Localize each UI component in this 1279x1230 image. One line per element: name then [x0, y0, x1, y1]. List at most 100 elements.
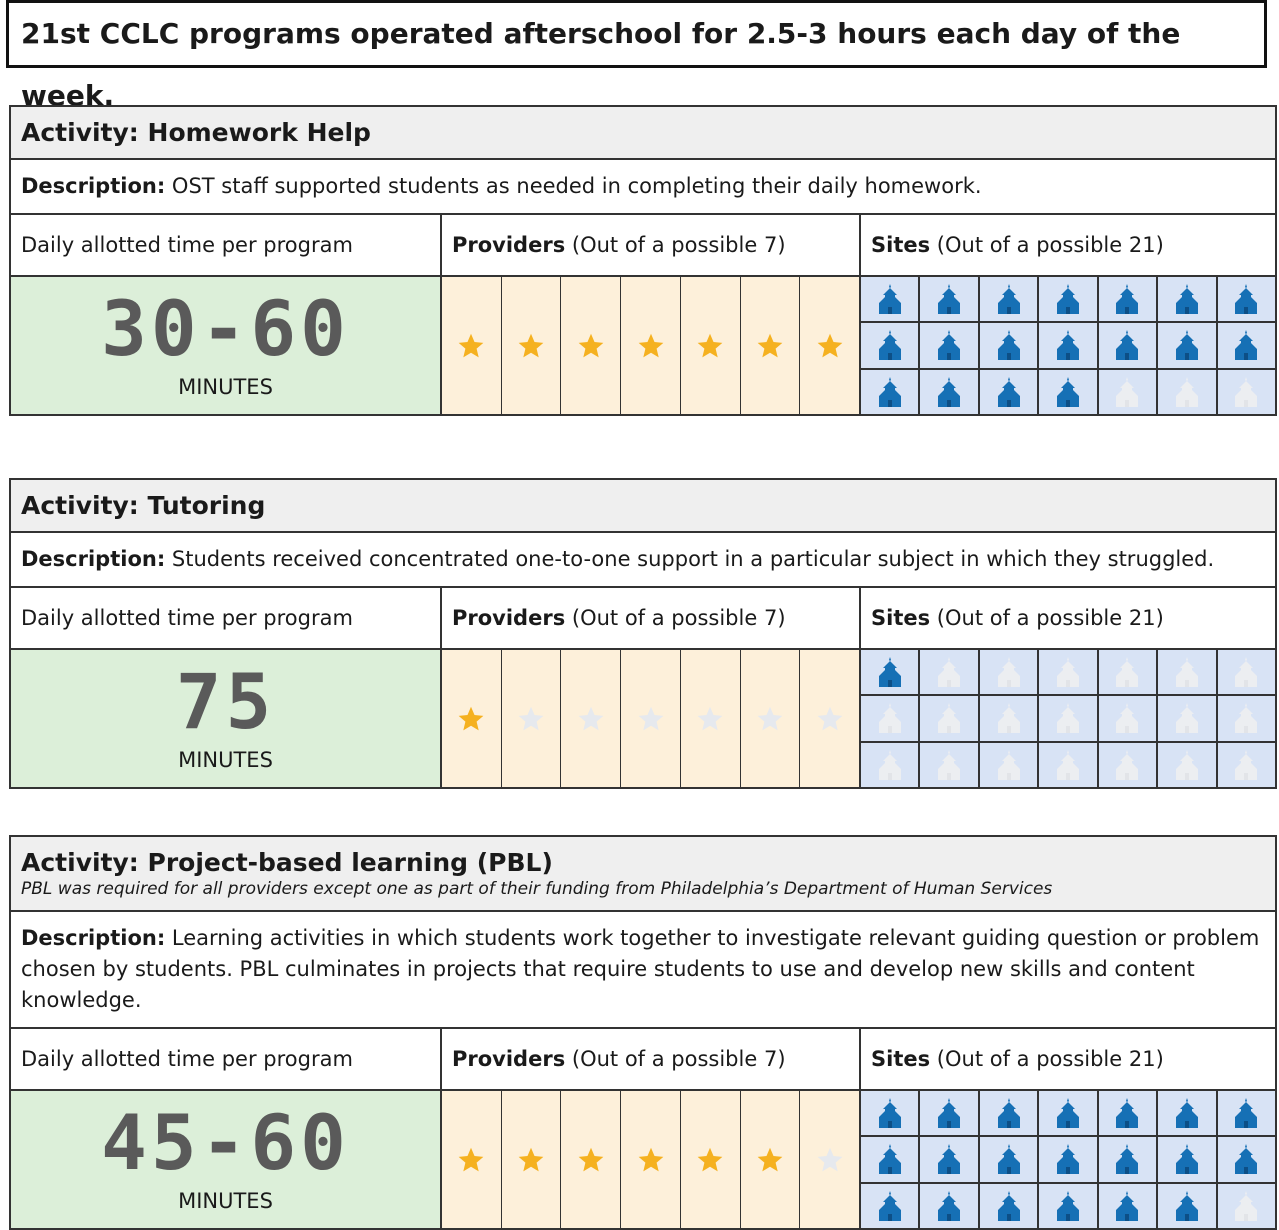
- column-note-end: ): [777, 606, 786, 630]
- column-headers: Daily allotted time per program Providers…: [11, 1029, 1275, 1091]
- column-total: 7: [763, 606, 778, 630]
- time-value: 45-60: [101, 1098, 350, 1187]
- site-icon-empty: [979, 650, 1038, 695]
- site-icon: [1039, 1137, 1097, 1182]
- provider-star-empty: [800, 650, 860, 787]
- provider-star: [740, 1091, 801, 1228]
- activity-label: Activity:: [21, 848, 139, 877]
- site-icon: [861, 1091, 919, 1136]
- site-icon-empty: [1217, 696, 1275, 741]
- site-icon: [979, 277, 1038, 322]
- site-icon-empty: [1098, 369, 1157, 414]
- column-label: Sites: [871, 1047, 931, 1071]
- site-icon: [1217, 277, 1275, 322]
- column-total: 21: [1128, 606, 1156, 630]
- description-text: OST staff supported students as needed i…: [171, 174, 982, 198]
- description-label: Description:: [21, 926, 166, 950]
- site-icon: [1158, 1091, 1216, 1136]
- column-note: (Out of a possible: [936, 233, 1123, 257]
- site-icon: [1098, 1183, 1157, 1228]
- description: Description: OST staff supported student…: [11, 160, 1275, 215]
- column-headers: Daily allotted time per program Providers…: [11, 588, 1275, 650]
- site-icon-empty: [861, 696, 919, 741]
- site-icon: [861, 323, 919, 368]
- provider-star-empty: [740, 650, 801, 787]
- providers-icons: [442, 1091, 861, 1228]
- site-icon: [1217, 323, 1275, 368]
- provider-star: [680, 277, 741, 414]
- site-icon-empty: [1039, 742, 1097, 787]
- column-label: Sites: [871, 233, 931, 257]
- time-box: 30-60 MINUTES: [11, 277, 442, 414]
- site-icon-empty: [920, 650, 978, 695]
- activity-name: Tutoring: [147, 491, 266, 520]
- time-unit: MINUTES: [178, 1189, 273, 1213]
- site-icon: [1158, 277, 1216, 322]
- column-note-end: ): [1155, 606, 1164, 630]
- column-note: (Out of a possible: [571, 1047, 758, 1071]
- site-icon: [979, 1183, 1038, 1228]
- provider-star: [561, 1091, 622, 1228]
- site-icon-empty: [979, 696, 1038, 741]
- column-label: Providers: [452, 1047, 566, 1071]
- provider-star: [501, 1091, 562, 1228]
- column-note: (Out of a possible: [571, 233, 758, 257]
- activity-section: Activity: Homework Help Description: OST …: [9, 105, 1277, 416]
- site-icon: [920, 369, 978, 414]
- provider-star: [740, 277, 801, 414]
- site-icon-empty: [1039, 650, 1097, 695]
- time-label: Daily allotted time per program: [11, 588, 442, 648]
- site-icon: [979, 1137, 1038, 1182]
- site-icon: [1158, 1137, 1216, 1182]
- activity-section: Activity: Tutoring Description: Students …: [9, 478, 1277, 789]
- site-icon: [1039, 1091, 1097, 1136]
- site-icon-empty: [1039, 696, 1097, 741]
- content-row: 30-60 MINUTES: [11, 277, 1275, 414]
- activity-note: PBL was required for all providers excep…: [21, 879, 1053, 899]
- site-icon: [1217, 1137, 1275, 1182]
- sites-icons: [861, 277, 1275, 414]
- site-icon: [920, 1091, 978, 1136]
- site-icon-empty: [1158, 650, 1216, 695]
- column-total: 7: [763, 233, 778, 257]
- site-icon: [920, 1137, 978, 1182]
- column-note-end: ): [777, 1047, 786, 1071]
- time-unit: MINUTES: [178, 748, 273, 772]
- providers-header: Providers (Out of a possible 7): [442, 588, 861, 648]
- provider-star: [561, 277, 622, 414]
- site-icon: [861, 1137, 919, 1182]
- providers-icons: [442, 277, 861, 414]
- site-icon: [979, 323, 1038, 368]
- activity-header: Activity: Tutoring: [11, 480, 1275, 533]
- column-total: 21: [1128, 233, 1156, 257]
- site-icon: [1098, 1137, 1157, 1182]
- time-box: 45-60 MINUTES: [11, 1091, 442, 1228]
- site-icon: [1158, 323, 1216, 368]
- site-icon: [861, 1183, 919, 1228]
- site-icon: [920, 277, 978, 322]
- column-label: Sites: [871, 606, 931, 630]
- column-note-end: ): [1155, 233, 1164, 257]
- site-icon: [861, 650, 919, 695]
- time-unit: MINUTES: [178, 375, 273, 399]
- time-label: Daily allotted time per program: [11, 1029, 442, 1089]
- providers-icons: [442, 650, 861, 787]
- sites-header: Sites (Out of a possible 21): [861, 1029, 1275, 1089]
- column-note: (Out of a possible: [936, 606, 1123, 630]
- site-icon-empty: [1158, 742, 1216, 787]
- activity-section: Activity: Project-based learning (PBL) PB…: [9, 835, 1277, 1230]
- site-icon: [979, 1091, 1038, 1136]
- site-icon: [920, 1183, 978, 1228]
- site-icon: [1039, 369, 1097, 414]
- site-icon: [1039, 323, 1097, 368]
- site-icon-empty: [920, 742, 978, 787]
- site-icon: [1158, 1183, 1216, 1228]
- provider-star: [800, 277, 860, 414]
- column-label: Providers: [452, 233, 566, 257]
- page-title: 21st CCLC programs operated afterschool …: [6, 0, 1267, 112]
- column-note-end: ): [1155, 1047, 1164, 1071]
- column-note-end: ): [777, 233, 786, 257]
- site-icon-empty: [1158, 696, 1216, 741]
- site-icon-empty: [1158, 369, 1216, 414]
- site-icon-empty: [920, 696, 978, 741]
